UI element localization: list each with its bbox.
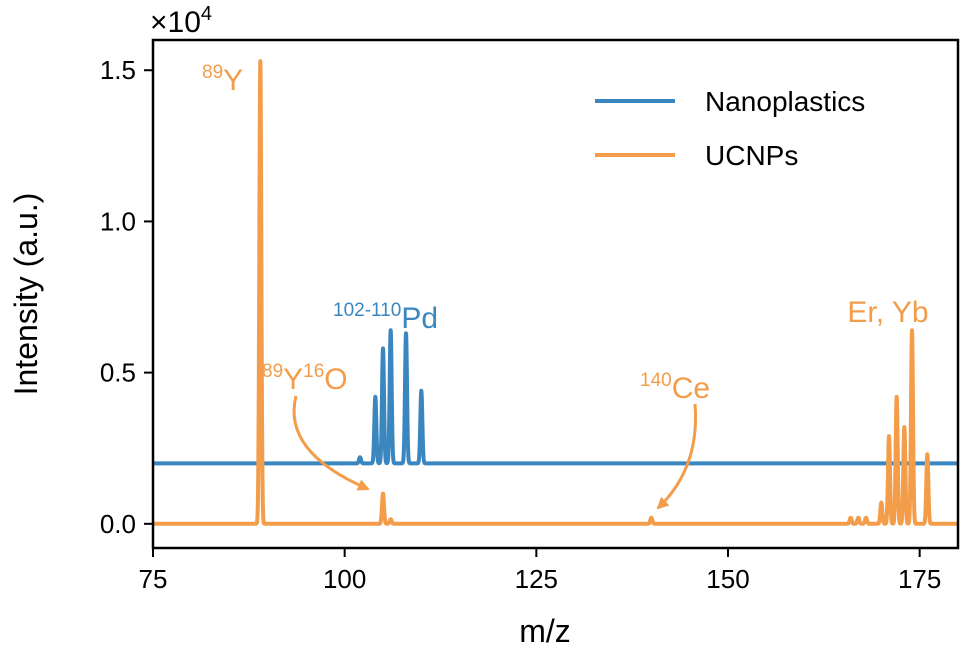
arrow-ce	[656, 403, 698, 510]
series-line-ucnps	[153, 59, 958, 526]
annotation-yo: 89Y16O	[262, 361, 348, 396]
x-tick-label: 100	[323, 564, 366, 594]
annotation-pd: 102-110Pd	[333, 300, 438, 335]
series-line-nanoplastics	[153, 328, 958, 466]
legend-label-nanoplastics: Nanoplastics	[705, 86, 865, 117]
y-tick-label: 1.0	[100, 206, 136, 236]
annotation-ce: 140Ce	[640, 370, 710, 405]
y-tick-label: 1.5	[100, 55, 136, 85]
x-tick-label: 75	[139, 564, 168, 594]
arrow-yo	[292, 395, 370, 491]
y-axis-title: Intensity (a.u.)	[8, 193, 44, 396]
x-tick-label: 125	[515, 564, 558, 594]
annotation-y89: 89Y	[202, 62, 243, 97]
plot-frame	[151, 38, 960, 550]
y-tick-label: 0.5	[100, 358, 136, 388]
x-axis-title: m/z	[519, 613, 571, 649]
x-tick-label: 175	[898, 564, 941, 594]
legend-label-ucnps: UCNPs	[705, 140, 798, 171]
x-tick-label: 150	[706, 564, 749, 594]
y-tick-label: 0.0	[100, 509, 136, 539]
legend: Nanoplastics UCNPs	[595, 86, 865, 171]
y-multiplier: ×104	[150, 3, 212, 39]
annotation-eryb: Er, Yb	[847, 296, 928, 329]
